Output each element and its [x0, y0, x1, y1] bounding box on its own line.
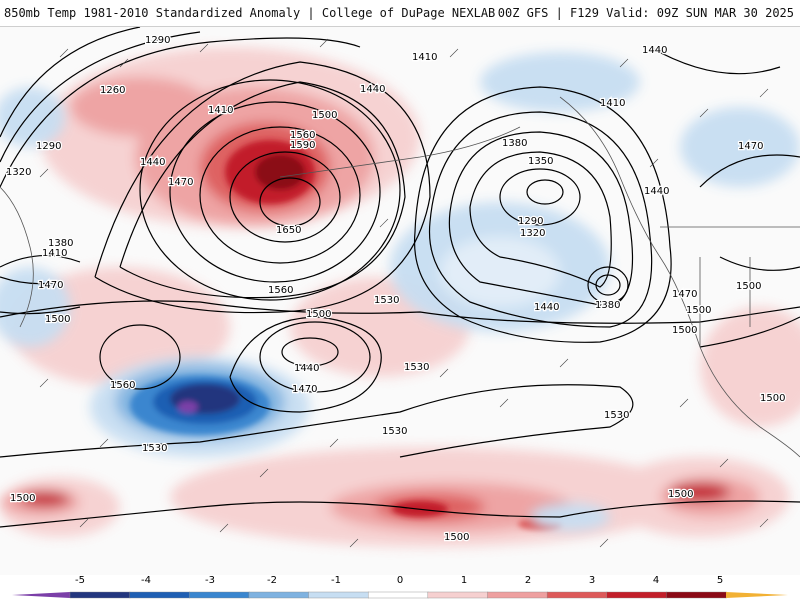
contour-label: 1290	[36, 141, 61, 152]
contour-label: 1380	[48, 238, 73, 249]
contour-label: 1320	[520, 228, 545, 239]
colorbar-segment	[248, 591, 310, 599]
colorbar-min-arrow	[12, 592, 70, 598]
colorbar-segment	[487, 591, 548, 599]
colorbar-segment	[367, 591, 429, 599]
contour-label: 1440	[534, 302, 559, 313]
contour-label: 1470	[168, 177, 193, 188]
contour-label: 1560	[110, 380, 135, 391]
contour-label: 1500	[736, 281, 761, 292]
colorbar-tick-label: 4	[652, 575, 660, 586]
contour-label: 1500	[686, 305, 711, 316]
colorbar-max-arrow	[726, 592, 788, 598]
header-bar: 850mb Temp 1981-2010 Standardized Anomal…	[0, 0, 800, 27]
map-title: 850mb Temp 1981-2010 Standardized Anomal…	[4, 6, 496, 20]
anomaly-map: 1290 1260 1290 1320 1380 1410 1470 1500 …	[0, 27, 800, 548]
colorbar-tick-label: 5	[716, 575, 724, 586]
contour-label: 1590	[290, 140, 315, 151]
colorbar-legend: -5 -4 -3 -2 -1 0 1 2 3 4 5	[0, 575, 800, 600]
contour-label: 1500	[10, 493, 35, 504]
contour-labels: 1290 1260 1290 1320 1380 1410 1470 1500 …	[5, 34, 787, 545]
contour-label: 1320	[6, 167, 31, 178]
contour-label: 1470	[38, 280, 63, 291]
contour-label: 1530	[382, 426, 407, 437]
colorbar-bar	[12, 591, 788, 599]
contour-label: 1440	[140, 157, 165, 168]
colorbar-tick-label: -5	[75, 575, 85, 586]
contour-label: 1500	[444, 532, 469, 543]
contour-label: 1260	[100, 85, 125, 96]
contour-label: 1560	[268, 285, 293, 296]
colorbar-tick-label: -2	[267, 575, 277, 586]
contour-label: 1500	[312, 110, 337, 121]
contour-label: 1410	[600, 98, 625, 109]
map-panel[interactable]: 1290 1260 1290 1320 1380 1410 1470 1500 …	[0, 27, 800, 575]
contour-label: 1470	[738, 141, 763, 152]
contour-label: 1530	[142, 443, 167, 454]
anomaly-shading	[0, 47, 800, 547]
colorbar-tick-label: 1	[460, 575, 468, 586]
run-valid-time: 00Z GFS | F129 Valid: 09Z SUN MAR 30 202…	[497, 6, 794, 20]
colorbar-segment	[546, 591, 608, 599]
colorbar-tick-label: -1	[331, 575, 341, 586]
contour-label: 1440	[644, 186, 669, 197]
contour-label: 1650	[276, 225, 301, 236]
contour-label: 1500	[760, 393, 785, 404]
colorbar-tick-label: 0	[396, 575, 404, 586]
coastlines	[0, 96, 800, 458]
contour-label: 1440	[360, 84, 385, 95]
contour-label: 1410	[412, 52, 437, 63]
contour-label: 1500	[668, 489, 693, 500]
height-contours	[0, 27, 800, 528]
colorbar-tick-label: -3	[205, 575, 215, 586]
contour-label: 1560	[290, 130, 315, 141]
contour-label: 1410	[208, 105, 233, 116]
contour-label: 1410	[42, 248, 67, 259]
contour-label: 1500	[306, 309, 331, 320]
colorbar-tick-label: -4	[141, 575, 151, 586]
contour-label: 1380	[502, 138, 527, 149]
colorbar-tick-label: 2	[524, 575, 532, 586]
colorbar-segments	[69, 591, 727, 599]
contour-label: 1350	[528, 156, 553, 167]
contour-label: 1530	[374, 295, 399, 306]
contour-label: 1530	[404, 362, 429, 373]
contour-label: 1500	[672, 325, 697, 336]
contour-label: 1500	[45, 314, 70, 325]
contour-label: 1290	[518, 216, 543, 227]
colorbar-segment	[666, 591, 727, 599]
contour-label: 1440	[642, 45, 667, 56]
colorbar-segment	[427, 591, 489, 599]
contour-label: 1530	[604, 410, 629, 421]
colorbar-tick-label: 3	[588, 575, 596, 586]
contour-label: 1380	[595, 300, 620, 311]
colorbar-segment	[606, 591, 668, 599]
contour-label: 1440	[294, 363, 319, 374]
wind-barbs	[39, 38, 769, 548]
colorbar-segment	[189, 591, 250, 599]
contour-label: 1470	[672, 289, 697, 300]
colorbar-segment	[69, 591, 131, 599]
colorbar-segment	[129, 591, 190, 599]
colorbar-segment	[308, 591, 369, 599]
contour-label: 1470	[292, 384, 317, 395]
contour-label: 1290	[145, 35, 170, 46]
